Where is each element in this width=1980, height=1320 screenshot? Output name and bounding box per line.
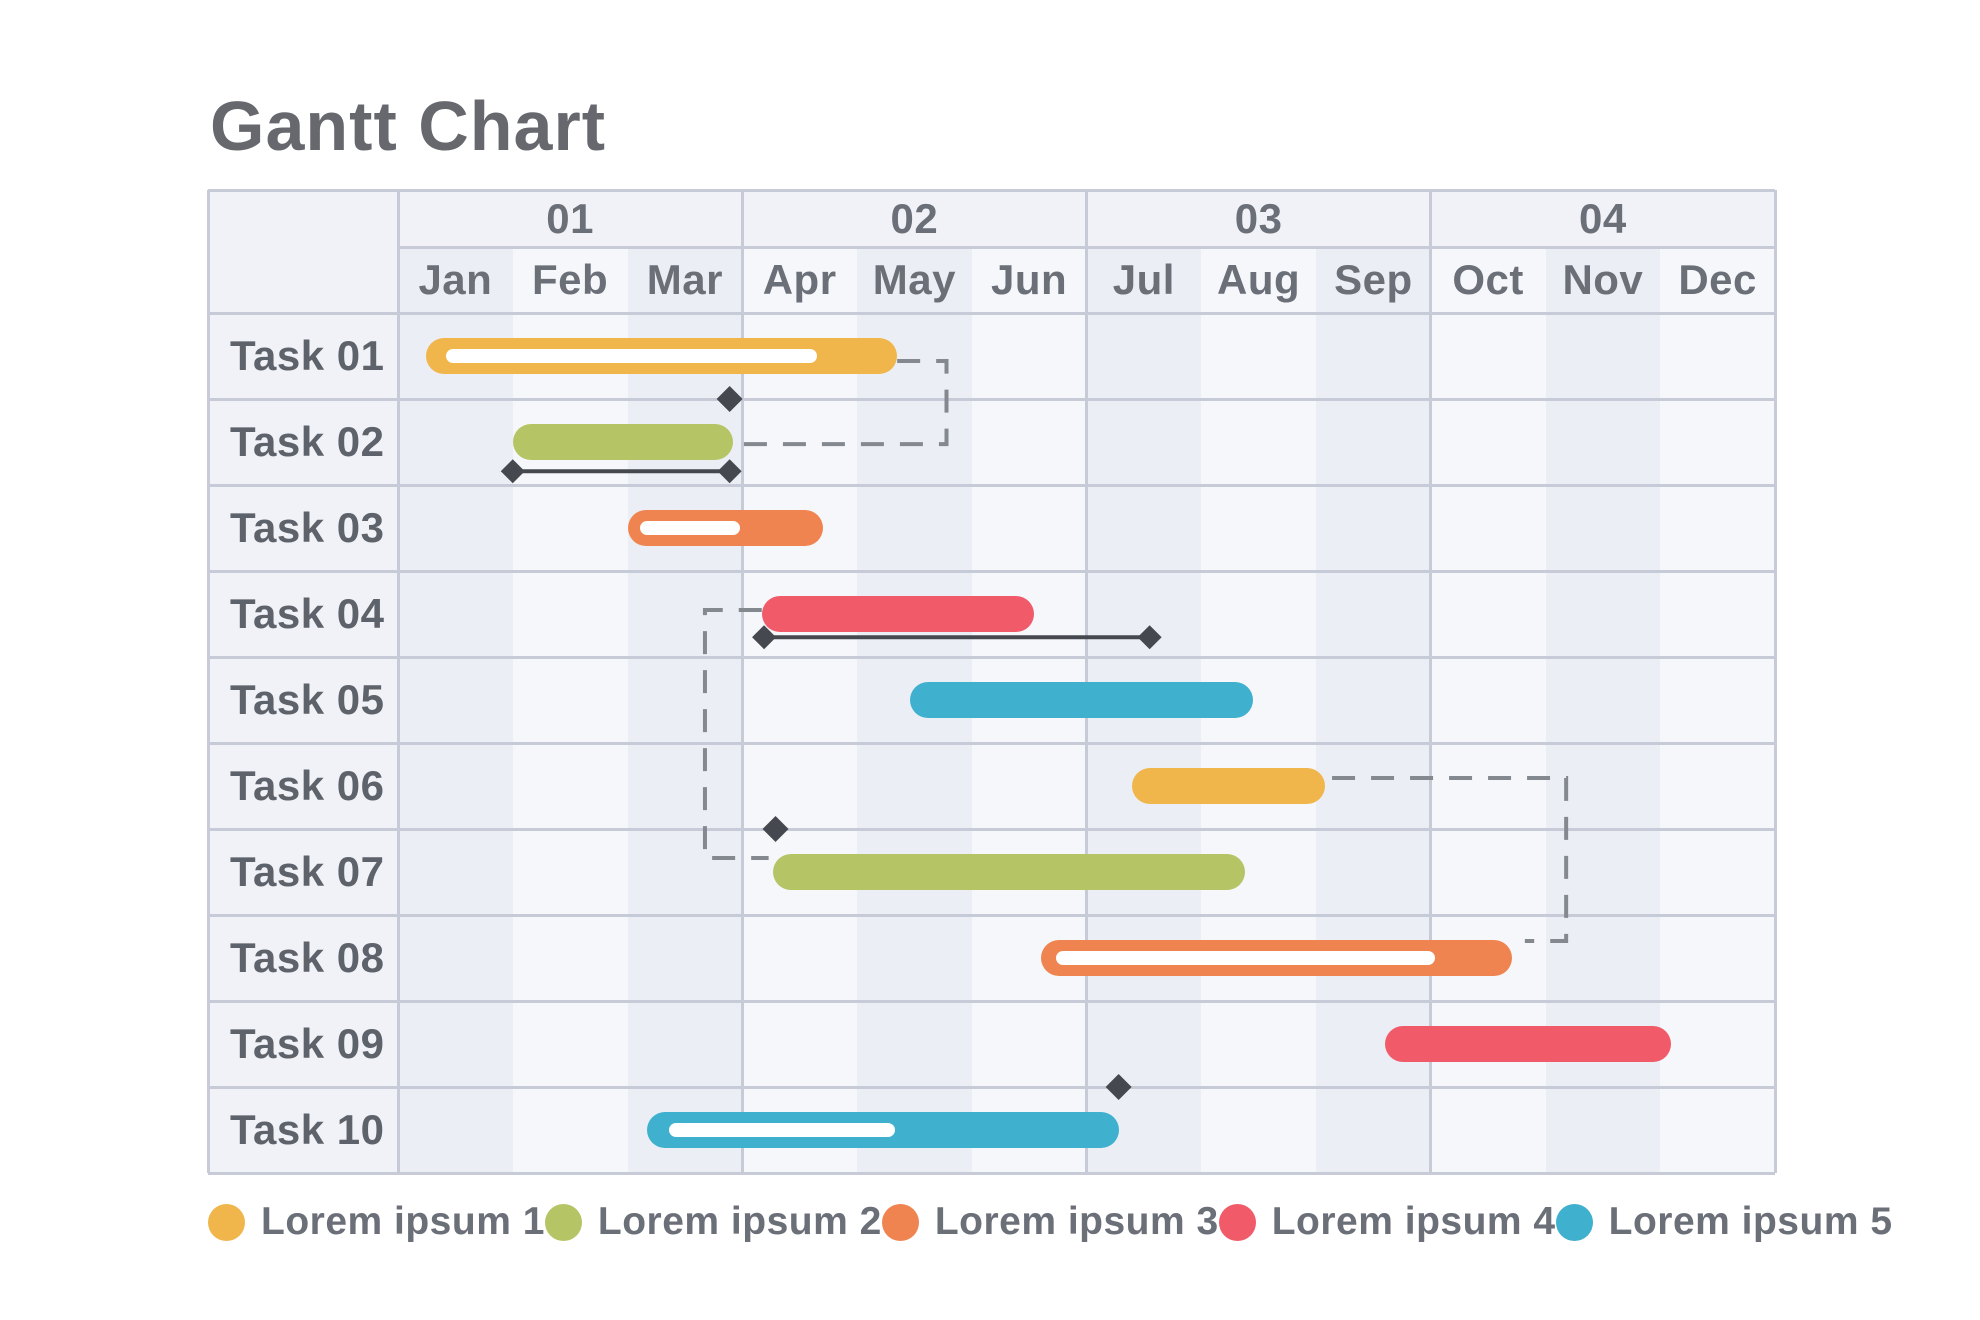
task-bar[interactable] [425,338,898,374]
task-row-label: Task 02 [230,418,385,465]
task-row-label: Task 01 [230,332,385,379]
legend-item[interactable]: Lorem ipsum 4 [1218,1200,1556,1244]
legend-item[interactable]: Lorem ipsum 2 [544,1200,882,1244]
grid-line-horizontal [208,311,1775,315]
task-row-label: Task 04 [230,590,385,637]
quarter-label: 02 [890,194,939,242]
grid-line-horizontal [208,1085,1775,1089]
task-bar[interactable] [761,596,1034,632]
task-bar[interactable] [512,424,734,460]
legend-item[interactable]: Lorem ipsum 5 [1555,1200,1893,1244]
legend-item[interactable]: Lorem ipsum 3 [881,1200,1219,1244]
quarter-label: 01 [546,194,594,242]
task-row-label: Task 03 [230,504,385,551]
grid-line-horizontal [208,655,1775,659]
grid-line-vertical [206,190,210,1173]
legend-label: Lorem ipsum 5 [1608,1200,1893,1243]
task-row-label: Task 06 [230,762,385,809]
grid-line-vertical [1773,190,1777,1173]
month-label: Jul [1112,256,1175,303]
legend-label: Lorem ipsum 4 [1271,1200,1556,1243]
grid-line-horizontal [208,483,1775,487]
grid-line-vertical [396,190,400,1173]
grid-line-horizontal [208,913,1775,917]
month-column-stripe [1430,247,1546,1173]
task-row-label: Task 09 [230,1020,385,1067]
task-progress-line [1055,951,1436,965]
month-label: Mar [646,256,723,303]
task-progress-line [640,521,740,535]
task-progress-line [446,349,817,363]
legend-dot-icon [544,1203,582,1241]
month-column-stripe [1660,247,1775,1173]
task-bar[interactable] [909,682,1253,718]
grid-line-horizontal [208,827,1775,831]
legend-label: Lorem ipsum 1 [261,1200,545,1243]
grid-line-horizontal [208,999,1775,1003]
legend: Lorem ipsum 1 Lorem ipsum 2 Lorem ipsum 3 L… [208,1194,1892,1250]
month-label: Dec [1678,256,1757,303]
month-label: Nov [1562,256,1644,303]
grid-line-vertical [1085,190,1088,1173]
task-bar[interactable] [1384,1026,1671,1062]
month-column-stripe [512,247,628,1173]
task-bar[interactable] [1040,940,1513,976]
month-label: Aug [1217,256,1301,303]
task-bar[interactable] [627,510,823,546]
month-label: May [872,256,956,303]
legend-dot-icon [1555,1203,1593,1241]
task-bar[interactable] [1132,768,1326,804]
task-progress-line [668,1123,895,1137]
task-row-label: Task 08 [230,934,385,981]
quarter-label: 04 [1579,194,1627,242]
month-label: Jan [418,256,493,303]
month-column-stripe [742,247,857,1173]
legend-dot-icon [881,1203,919,1241]
quarter-label: 03 [1234,194,1283,242]
legend-dot-icon [208,1203,245,1241]
legend-label: Lorem ipsum 2 [597,1200,882,1243]
month-column-stripe [1316,247,1431,1173]
grid-line-vertical [1429,190,1433,1173]
page-title: Gantt Chart [210,87,606,165]
task-row-label: Task 10 [230,1106,385,1153]
task-bar[interactable] [647,1112,1119,1148]
grid-line-horizontal [208,397,1775,401]
grid-line-horizontal [208,1171,1775,1175]
month-label: Apr [762,256,837,303]
task-row-label: Task 07 [230,848,385,895]
task-row-label: Task 05 [230,676,385,723]
legend-item[interactable]: Lorem ipsum 1 [208,1200,545,1244]
month-column-stripe [398,247,513,1173]
grid-line-horizontal [208,188,1775,192]
month-label: Jun [991,256,1068,303]
month-column-stripe [1545,247,1661,1173]
month-label: Sep [1334,256,1413,303]
grid-line-horizontal [208,569,1775,573]
month-label: Feb [532,256,609,303]
legend-label: Lorem ipsum 3 [934,1200,1219,1243]
task-bar[interactable] [773,854,1245,890]
grid-line-horizontal [208,741,1775,745]
month-column-stripe [627,247,743,1173]
legend-dot-icon [1218,1203,1256,1241]
month-label: Oct [1452,256,1524,303]
